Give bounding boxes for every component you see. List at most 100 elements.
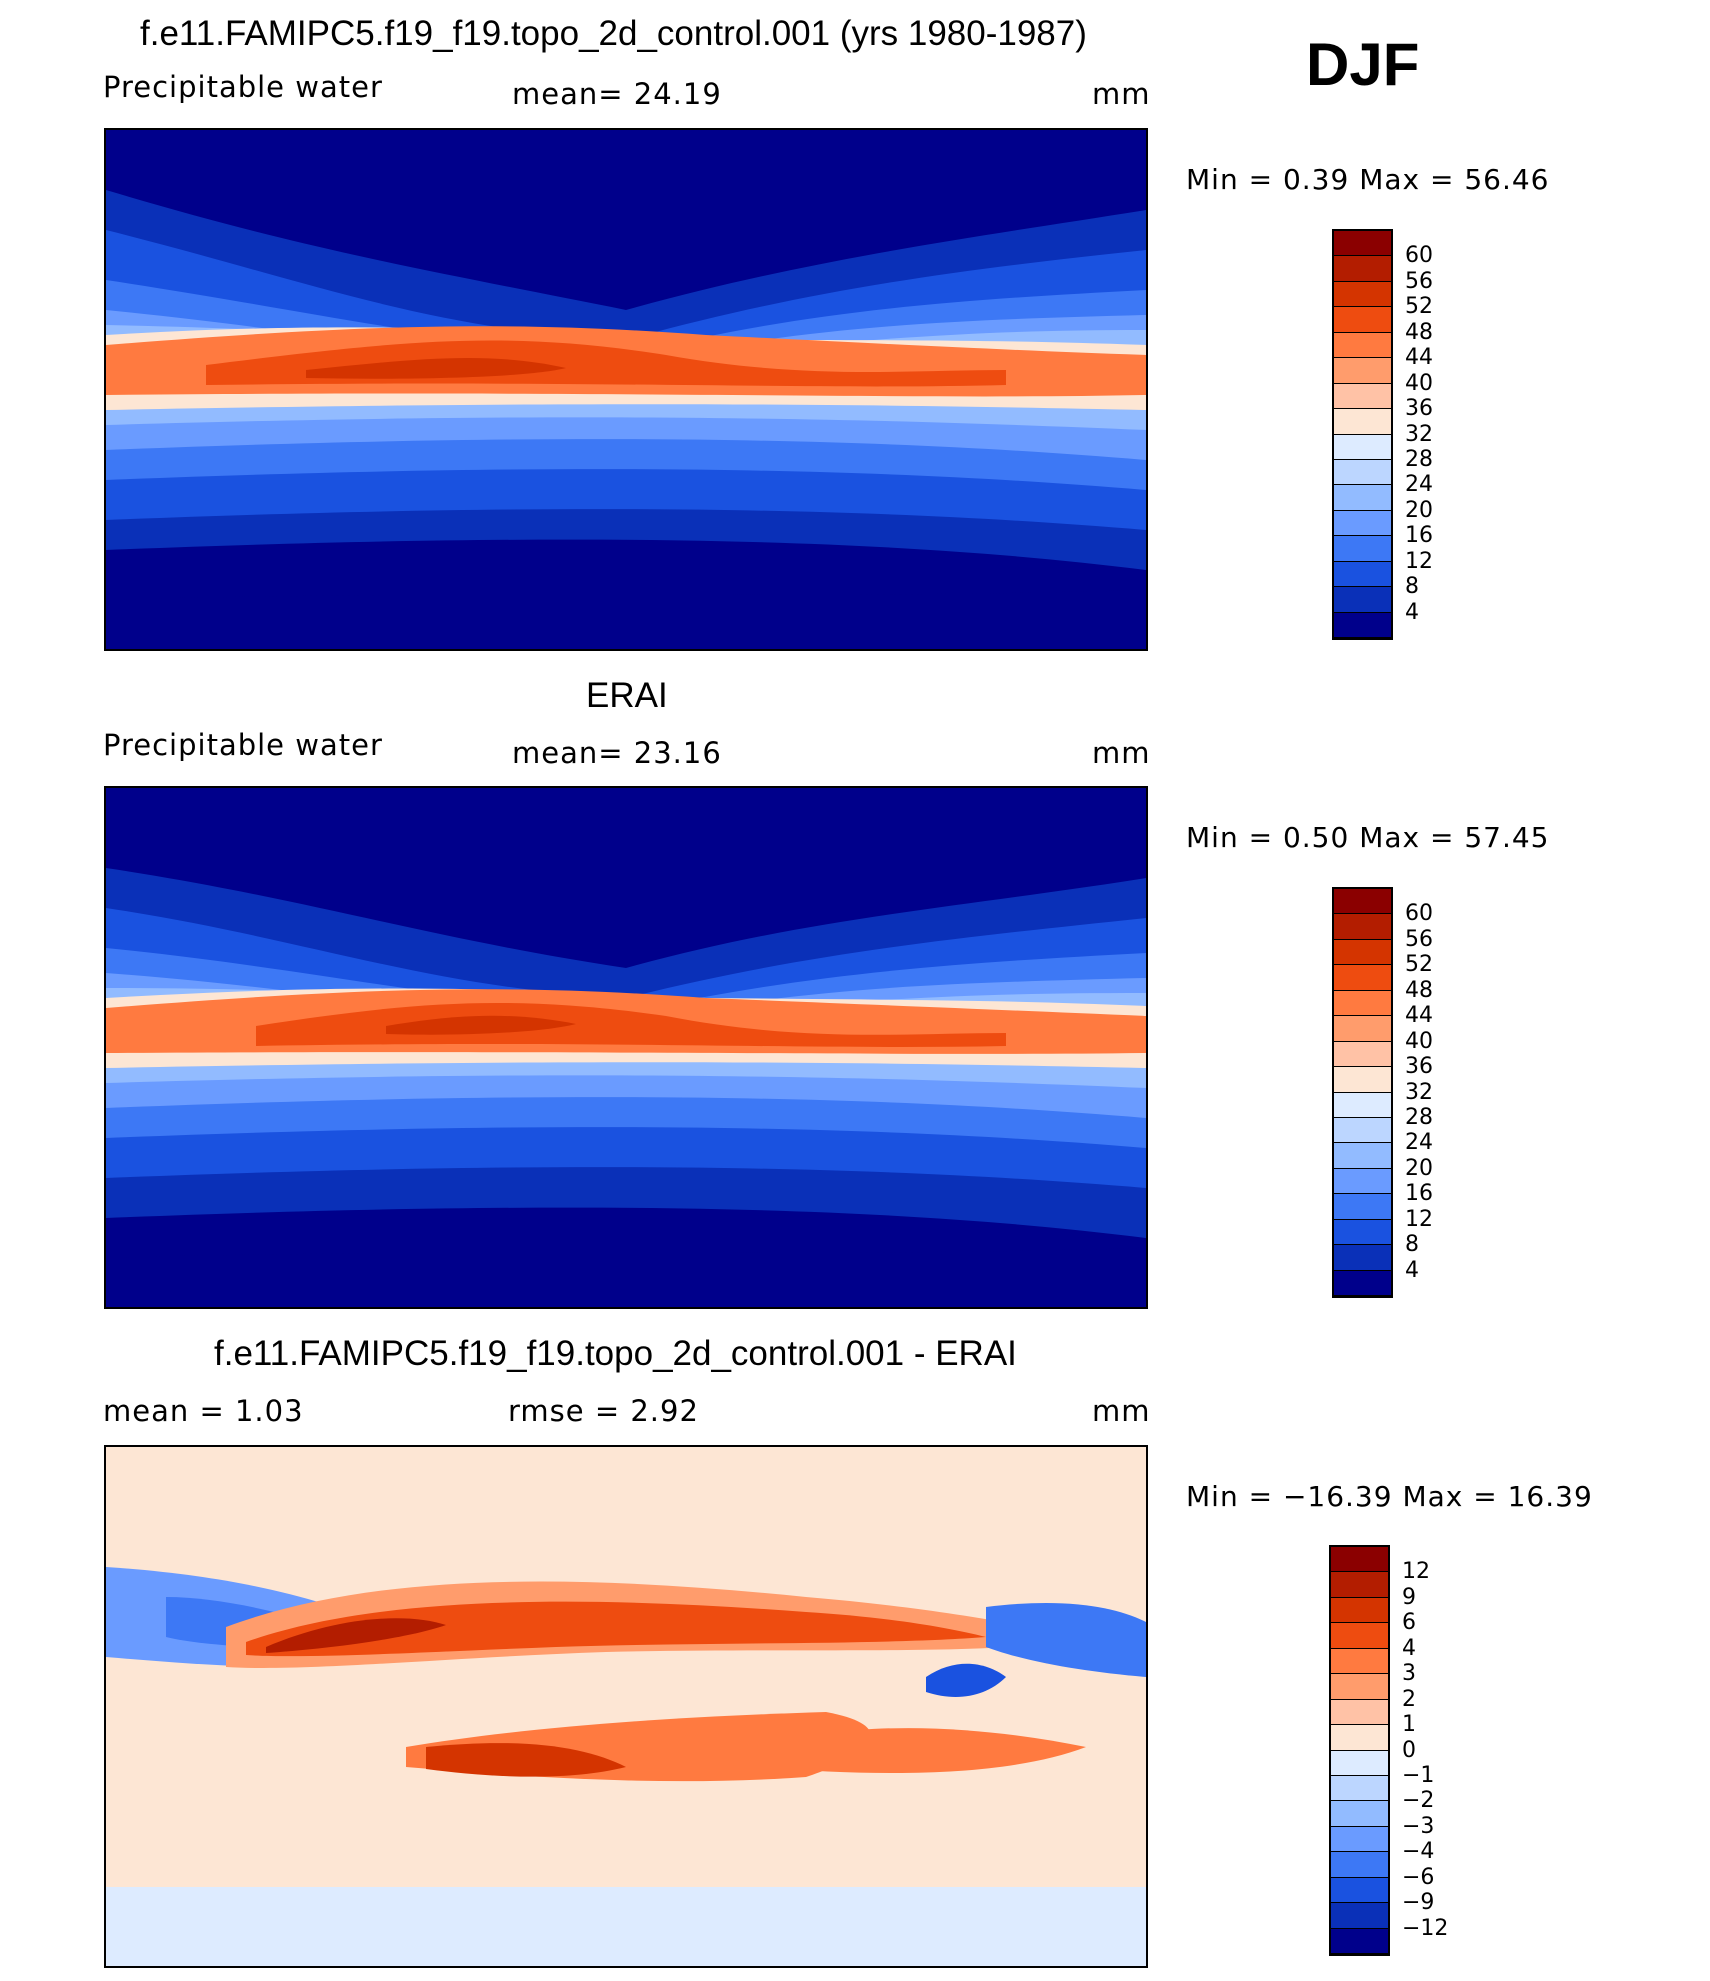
colorbar-cell [1334, 459, 1391, 486]
colorbar-cell [1334, 965, 1391, 991]
colorbar-tick-label: 52 [1405, 952, 1433, 978]
colorbar-tick-label: 24 [1405, 472, 1433, 498]
colorbar-cell [1334, 1016, 1391, 1042]
colorbar-tick-label: −6 [1402, 1864, 1435, 1890]
colorbar-cell [1334, 1270, 1391, 1296]
colorbar-tick-label: 9 [1402, 1584, 1416, 1610]
colorbar-cell [1334, 612, 1391, 638]
colorbar-tick-label: 40 [1405, 370, 1433, 396]
map-diff-field [106, 1447, 1146, 1966]
colorbar-cell [1334, 358, 1391, 384]
units-label-model: mm [1092, 77, 1151, 111]
colorbar-tick-label: 36 [1405, 396, 1433, 422]
colorbar-cell [1331, 1725, 1388, 1751]
colorbar-tick-label: 4 [1405, 1257, 1419, 1283]
colorbar-tick-label: −1 [1402, 1762, 1435, 1788]
colorbar-cell [1334, 307, 1391, 333]
map-diff [104, 1445, 1148, 1968]
colorbar-tick-label: 56 [1405, 268, 1433, 294]
colorbar-cell [1334, 485, 1391, 511]
colorbar-cell [1334, 1143, 1391, 1169]
colorbar-cell [1331, 1547, 1388, 1573]
colorbar-cell [1334, 1245, 1391, 1271]
colorbar-obs [1332, 887, 1393, 1298]
colorbar-cell [1331, 1597, 1388, 1624]
colorbar-cell [1334, 281, 1391, 308]
colorbar-cell [1334, 332, 1391, 359]
colorbar-cell [1331, 1572, 1388, 1598]
colorbar-tick-label: 32 [1405, 421, 1433, 447]
colorbar-tick-label: 40 [1405, 1028, 1433, 1054]
colorbar-cell [1334, 409, 1391, 435]
colorbar-cell [1334, 1168, 1391, 1195]
colorbar-model [1332, 229, 1393, 640]
colorbar-cell [1334, 889, 1391, 915]
minmax-label-obs: Min = 0.50 Max = 57.45 [1186, 821, 1550, 854]
colorbar-cell [1331, 1623, 1388, 1649]
colorbar-tick-label: 44 [1405, 345, 1433, 371]
colorbar-cell [1334, 434, 1391, 460]
colorbar-cell [1334, 914, 1391, 940]
colorbar-cell [1331, 1648, 1388, 1675]
colorbar-diff [1329, 1545, 1390, 1956]
colorbar-tick-label: 44 [1405, 1003, 1433, 1029]
colorbar-tick-label: 8 [1405, 1232, 1419, 1258]
colorbar-tick-label: 4 [1402, 1635, 1416, 1661]
colorbar-tick-label: 8 [1405, 574, 1419, 600]
colorbar-cell [1334, 1219, 1391, 1246]
colorbar-cell [1334, 990, 1391, 1017]
colorbar-tick-label: 48 [1405, 977, 1433, 1003]
colorbar-tick-label: 12 [1405, 548, 1433, 574]
mean-label-diff: mean = 1.03 [103, 1394, 304, 1428]
colorbar-tick-label: 1 [1402, 1712, 1416, 1738]
colorbar-tick-label: 48 [1405, 319, 1433, 345]
colorbar-cell [1331, 1801, 1388, 1827]
colorbar-cell [1334, 1194, 1391, 1220]
colorbar-tick-label: 60 [1405, 901, 1433, 927]
colorbar-cell [1331, 1903, 1388, 1929]
colorbar-tick-label: 3 [1402, 1661, 1416, 1687]
mean-label-obs: mean= 23.16 [512, 736, 722, 770]
colorbar-cell [1334, 587, 1391, 613]
colorbar-tick-label: −3 [1402, 1813, 1435, 1839]
map-obs [104, 786, 1148, 1309]
rmse-label-diff: rmse = 2.92 [508, 1394, 699, 1428]
colorbar-tick-label: 2 [1402, 1686, 1416, 1712]
colorbar-tick-label: 56 [1405, 926, 1433, 952]
colorbar-tick-label: 36 [1405, 1054, 1433, 1080]
colorbar-cell [1331, 1775, 1388, 1802]
variable-label-model: Precipitable water [103, 70, 383, 104]
colorbar-tick-label: 4 [1405, 599, 1419, 625]
variable-label-obs: Precipitable water [103, 728, 383, 762]
units-label-diff: mm [1092, 1394, 1151, 1428]
colorbar-cell [1331, 1674, 1388, 1700]
colorbar-cell [1334, 231, 1391, 257]
units-label-obs: mm [1092, 736, 1151, 770]
colorbar-tick-label: 20 [1405, 1155, 1433, 1181]
colorbar-tick-label: 12 [1405, 1206, 1433, 1232]
panel-title-obs: ERAI [586, 676, 668, 715]
season-label: DJF [1306, 31, 1420, 98]
colorbar-tick-label: −12 [1402, 1915, 1449, 1941]
colorbar-tick-label: 6 [1402, 1610, 1416, 1636]
colorbar-cell [1331, 1852, 1388, 1878]
colorbar-cell [1334, 1041, 1391, 1068]
map-model-field [106, 130, 1146, 649]
panel-title-model: f.e11.FAMIPC5.f19_f19.topo_2d_control.00… [140, 14, 1087, 53]
colorbar-tick-label: 28 [1405, 446, 1433, 472]
colorbar-cell [1334, 561, 1391, 588]
colorbar-tick-label: 20 [1405, 497, 1433, 523]
colorbar-cell [1334, 1067, 1391, 1093]
panel-title-diff: f.e11.FAMIPC5.f19_f19.topo_2d_control.00… [214, 1334, 1017, 1373]
colorbar-tick-label: 52 [1405, 294, 1433, 320]
colorbar-cell [1334, 256, 1391, 282]
colorbar-cell [1334, 1092, 1391, 1118]
colorbar-cell [1334, 1117, 1391, 1144]
colorbar-cell [1334, 536, 1391, 562]
colorbar-tick-label: −2 [1402, 1788, 1435, 1814]
colorbar-tick-label: 28 [1405, 1104, 1433, 1130]
colorbar-cell [1334, 510, 1391, 537]
colorbar-tick-label: 0 [1402, 1737, 1416, 1763]
colorbar-cell [1331, 1928, 1388, 1954]
colorbar-cell [1334, 383, 1391, 410]
